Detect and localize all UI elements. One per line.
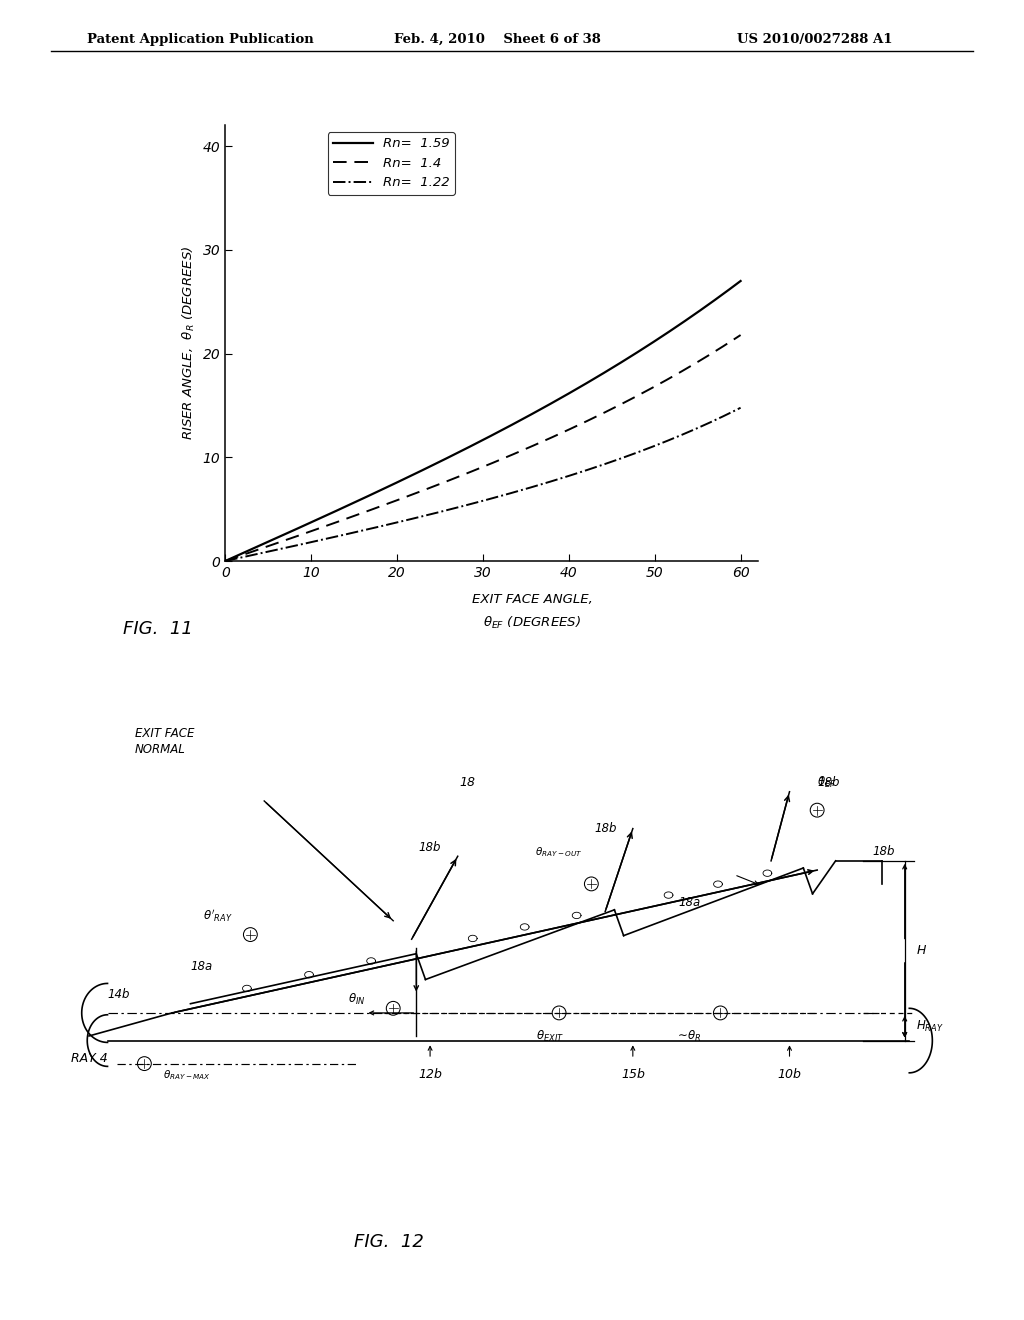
Text: EXIT FACE ANGLE,: EXIT FACE ANGLE, (472, 593, 593, 606)
Rn=  1.22 (523, 480, 536, 496)
Text: RAY 4: RAY 4 (71, 1052, 108, 1065)
Rn=  1.22 (219, 553, 231, 569)
Rn=  1.22 (607, 453, 620, 469)
Rn=  1.59 (734, 273, 746, 289)
Text: US 2010/0027288 A1: US 2010/0027288 A1 (737, 33, 893, 46)
Line: Rn=  1.22: Rn= 1.22 (225, 408, 740, 561)
Rn=  1.4 (523, 440, 536, 455)
Rn=  1.59 (523, 408, 536, 424)
Legend: Rn=  1.59, Rn=  1.4, Rn=  1.22: Rn= 1.59, Rn= 1.4, Rn= 1.22 (328, 132, 455, 195)
Text: $H$: $H$ (915, 944, 927, 957)
Text: 14b: 14b (108, 987, 130, 1001)
Text: 18b: 18b (594, 822, 616, 836)
Text: $\theta_{EF}$ (DEGREES): $\theta_{EF}$ (DEGREES) (483, 615, 582, 631)
Y-axis label: RISER ANGLE,  $\theta_R$ (DEGREES): RISER ANGLE, $\theta_R$ (DEGREES) (181, 246, 197, 441)
Rn=  1.22 (563, 467, 575, 483)
Text: $\sim\!\theta_R$: $\sim\!\theta_R$ (675, 1028, 701, 1044)
Rn=  1.59 (219, 553, 231, 569)
Text: $\theta_{RAY-OUT}$: $\theta_{RAY-OUT}$ (536, 845, 583, 858)
Text: Patent Application Publication: Patent Application Publication (87, 33, 313, 46)
Text: 12b: 12b (418, 1068, 442, 1081)
Text: 10b: 10b (777, 1068, 802, 1081)
Rn=  1.59 (453, 445, 465, 461)
Text: $\theta_{IN}$: $\theta_{IN}$ (347, 991, 366, 1007)
Line: Rn=  1.59: Rn= 1.59 (225, 281, 740, 561)
Text: FIG.  12: FIG. 12 (354, 1233, 424, 1251)
Rn=  1.59 (607, 359, 620, 375)
Text: EXIT FACE
NORMAL: EXIT FACE NORMAL (135, 727, 195, 756)
Text: $\theta'_{RAY}$: $\theta'_{RAY}$ (203, 908, 233, 924)
Text: 18b: 18b (872, 845, 895, 858)
Rn=  1.59 (563, 385, 575, 401)
Rn=  1.4 (563, 421, 575, 437)
Text: $\theta_{EXIT}$: $\theta_{EXIT}$ (536, 1028, 564, 1044)
Rn=  1.59 (351, 492, 364, 508)
Text: 15b: 15b (621, 1068, 645, 1081)
Text: Feb. 4, 2010    Sheet 6 of 38: Feb. 4, 2010 Sheet 6 of 38 (394, 33, 601, 46)
Text: $H_{RAY}$: $H_{RAY}$ (915, 1019, 943, 1035)
Rn=  1.4 (607, 400, 620, 416)
Rn=  1.4 (734, 327, 746, 343)
Text: 18b: 18b (818, 776, 840, 789)
Rn=  1.22 (734, 400, 746, 416)
Rn=  1.4 (351, 507, 364, 523)
Rn=  1.22 (351, 524, 364, 540)
Text: 18: 18 (459, 776, 475, 789)
Rn=  1.22 (453, 499, 465, 515)
Rn=  1.59 (310, 512, 323, 528)
Rn=  1.4 (310, 521, 323, 537)
Text: 18b: 18b (419, 841, 441, 854)
Line: Rn=  1.4: Rn= 1.4 (225, 335, 740, 561)
Text: 18a: 18a (679, 896, 701, 909)
Rn=  1.4 (219, 553, 231, 569)
Text: $\theta_{EF}$: $\theta_{EF}$ (817, 775, 836, 791)
Text: 18a: 18a (190, 961, 213, 973)
Rn=  1.4 (453, 469, 465, 484)
Text: $\theta_{RAY-MAX}$: $\theta_{RAY-MAX}$ (163, 1068, 211, 1082)
Rn=  1.22 (310, 533, 323, 549)
Text: FIG.  11: FIG. 11 (123, 619, 193, 638)
